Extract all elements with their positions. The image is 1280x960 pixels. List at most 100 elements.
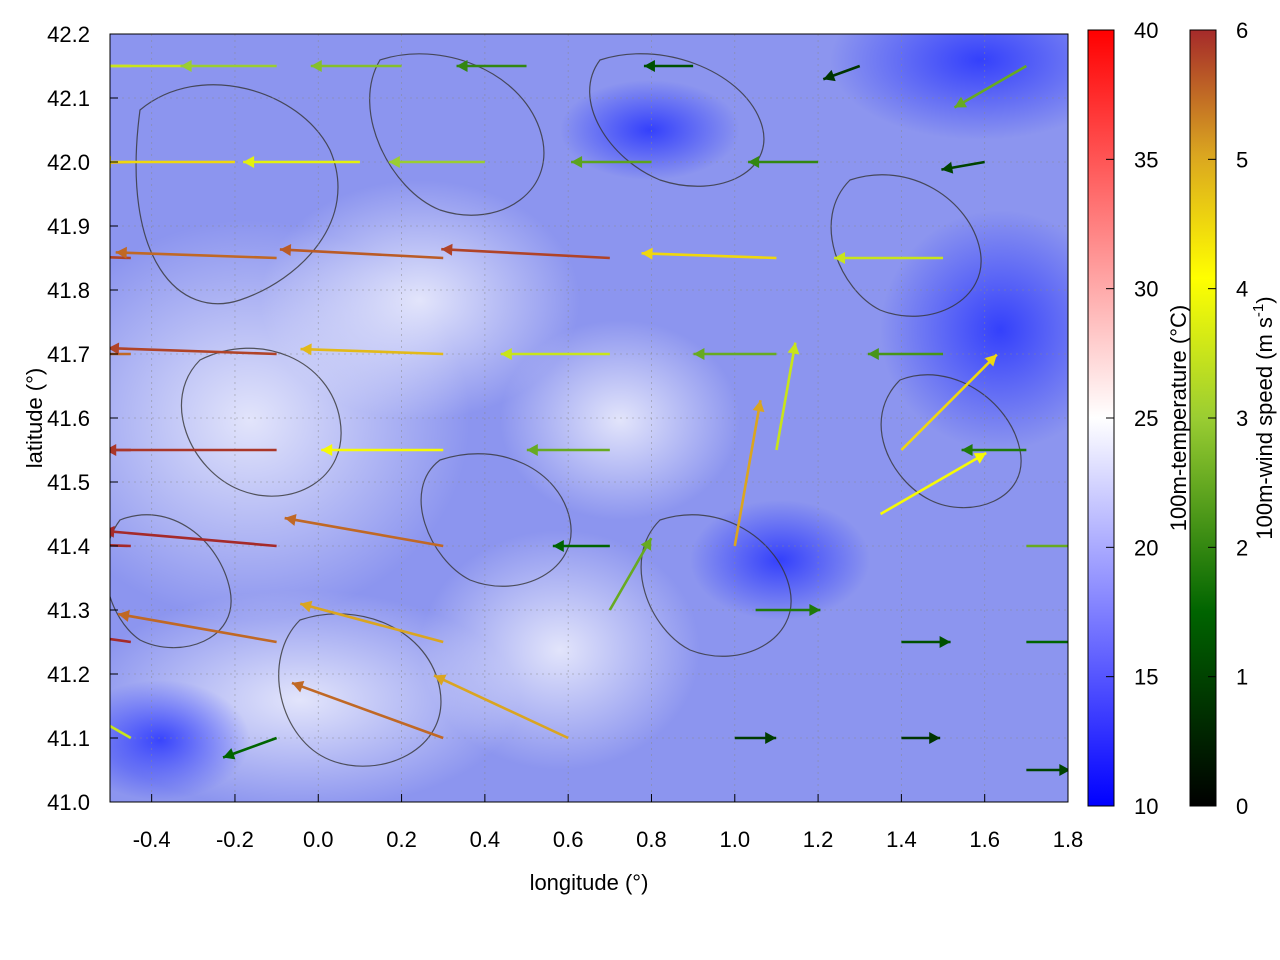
wind-vector-head [973, 453, 987, 464]
wind-vector-shaft [300, 347, 444, 356]
wind-vector-head [300, 343, 312, 356]
x-tick-label: 1.2 [803, 827, 834, 852]
colorbar-tick-label: 40 [1134, 18, 1158, 43]
wind-vector-head [284, 514, 297, 526]
wind-vector [901, 732, 941, 744]
x-tick-label: 0.6 [553, 827, 584, 852]
y-tick-label: 41.0 [47, 790, 90, 815]
wind-vector-shaft [284, 516, 444, 548]
wind-vector-head [765, 732, 777, 744]
wind-vector-head [1059, 764, 1068, 776]
wind-vector-head [954, 96, 967, 108]
colorbar-tick-label: 25 [1134, 406, 1158, 431]
contour-lines [110, 53, 1022, 767]
wind-label-main: 100m-wind speed (m s [1252, 317, 1277, 540]
wind-vector-head [693, 348, 705, 360]
wind-vector [1026, 764, 1068, 776]
wind-vector-head [223, 748, 236, 760]
colorbar-tick-label: 2 [1236, 535, 1248, 560]
wind-vector-shaft [115, 251, 277, 260]
wind-vector [180, 60, 277, 72]
wind-vector [879, 451, 987, 516]
wind-vector-head [640, 538, 652, 551]
wind-vector [310, 60, 402, 72]
wind-vector [110, 342, 277, 356]
y-tick-label: 42.2 [47, 22, 90, 47]
wind-vector [822, 64, 861, 82]
x-tick-label: 0.2 [386, 827, 417, 852]
colorbar-tick-label: 5 [1236, 147, 1248, 172]
wind-vector-head [110, 525, 115, 538]
wind-vector [571, 156, 652, 168]
wind-vector [953, 64, 1027, 109]
wind-vector-head [929, 732, 941, 744]
wind-vector-shaft [110, 724, 132, 740]
x-tick-label: 0.8 [636, 827, 667, 852]
colorbar-tick-label: 6 [1236, 18, 1248, 43]
wind-label-end: ) [1252, 296, 1277, 303]
temperature-heatmap [110, 34, 1068, 802]
wind-vector-shaft [953, 64, 1027, 109]
wind-vector [552, 540, 610, 552]
wind-vector [733, 400, 765, 547]
wind-vector-head [984, 354, 997, 367]
colorbar-tick-label: 10 [1134, 794, 1158, 819]
wind-vector-head [500, 348, 512, 360]
wind-vector [834, 252, 944, 264]
x-axis-ticks: -0.4 -0.2 0.0 0.2 0.4 0.6 0.8 1.0 1.2 1.4 1.6 1.8 [133, 794, 1084, 852]
temperature-colorbar-label: 100m-temperature (°C) [1166, 305, 1191, 531]
wind-vector-shaft [117, 612, 277, 644]
wind-vector-head [291, 681, 305, 693]
wind-vector-head [279, 244, 292, 257]
wind-vector-head [110, 156, 111, 168]
wind-vector-shaft [879, 451, 987, 516]
wind-vector [755, 604, 821, 616]
wind-colorbar: 0 1 2 3 4 5 6 100m-wind speed (m s-1) [1189, 18, 1277, 819]
wind-vector [110, 444, 277, 456]
wind-vector-shaft [775, 342, 797, 451]
wind-vector-shaft [110, 530, 277, 548]
wind-vector-head [310, 60, 322, 72]
wind-vector-head [809, 604, 821, 616]
x-tick-label: 0.0 [303, 827, 334, 852]
wind-vector-head [115, 246, 127, 259]
wind-vector [608, 537, 653, 611]
colorbar-tick-label: 35 [1134, 147, 1158, 172]
y-tick-label: 41.6 [47, 406, 90, 431]
colorbar-tick-label: 15 [1134, 665, 1158, 690]
wind-vector-head [823, 69, 836, 82]
y-tick-label: 41.3 [47, 598, 90, 623]
wind-vector-head [321, 444, 333, 456]
wind-vector-head [526, 444, 538, 456]
wind-vectors [110, 60, 1068, 776]
wind-vector [775, 342, 800, 451]
wind-vector-head [388, 156, 400, 168]
temperature-colorbar: 10 15 20 25 30 35 40 100m-temperature (°C) [1087, 18, 1191, 819]
wind-vector [1026, 640, 1068, 644]
wind-vector-head [110, 342, 120, 355]
wind-vector-head [243, 156, 255, 168]
wind-vector-head [571, 156, 583, 168]
x-tick-label: 1.0 [719, 827, 750, 852]
x-tick-label: 1.8 [1053, 827, 1084, 852]
y-tick-label: 41.8 [47, 278, 90, 303]
wind-vector-head [867, 348, 879, 360]
wind-vector [110, 525, 277, 548]
wind-vector-shaft [441, 247, 610, 260]
wind-vector [433, 674, 569, 740]
wind-vector [299, 600, 444, 644]
y-axis-ticks: 41.0 41.1 41.2 41.3 41.4 41.5 41.6 41.7 41.8 41.9… [47, 22, 118, 815]
wind-vector [279, 244, 444, 260]
y-axis-label: latitude (°) [22, 368, 47, 469]
wind-vector-shaft [641, 251, 777, 260]
wind-vector-head [961, 444, 973, 456]
wind-vector [441, 243, 610, 260]
wind-vector [456, 60, 527, 72]
wind-vector-head [552, 540, 564, 552]
wind-vector [526, 444, 610, 456]
wind-vector [641, 247, 777, 260]
wind-vector [300, 343, 444, 356]
wind-vector-shaft [608, 537, 653, 611]
y-tick-label: 41.2 [47, 662, 90, 687]
wind-vector-head [748, 156, 760, 168]
